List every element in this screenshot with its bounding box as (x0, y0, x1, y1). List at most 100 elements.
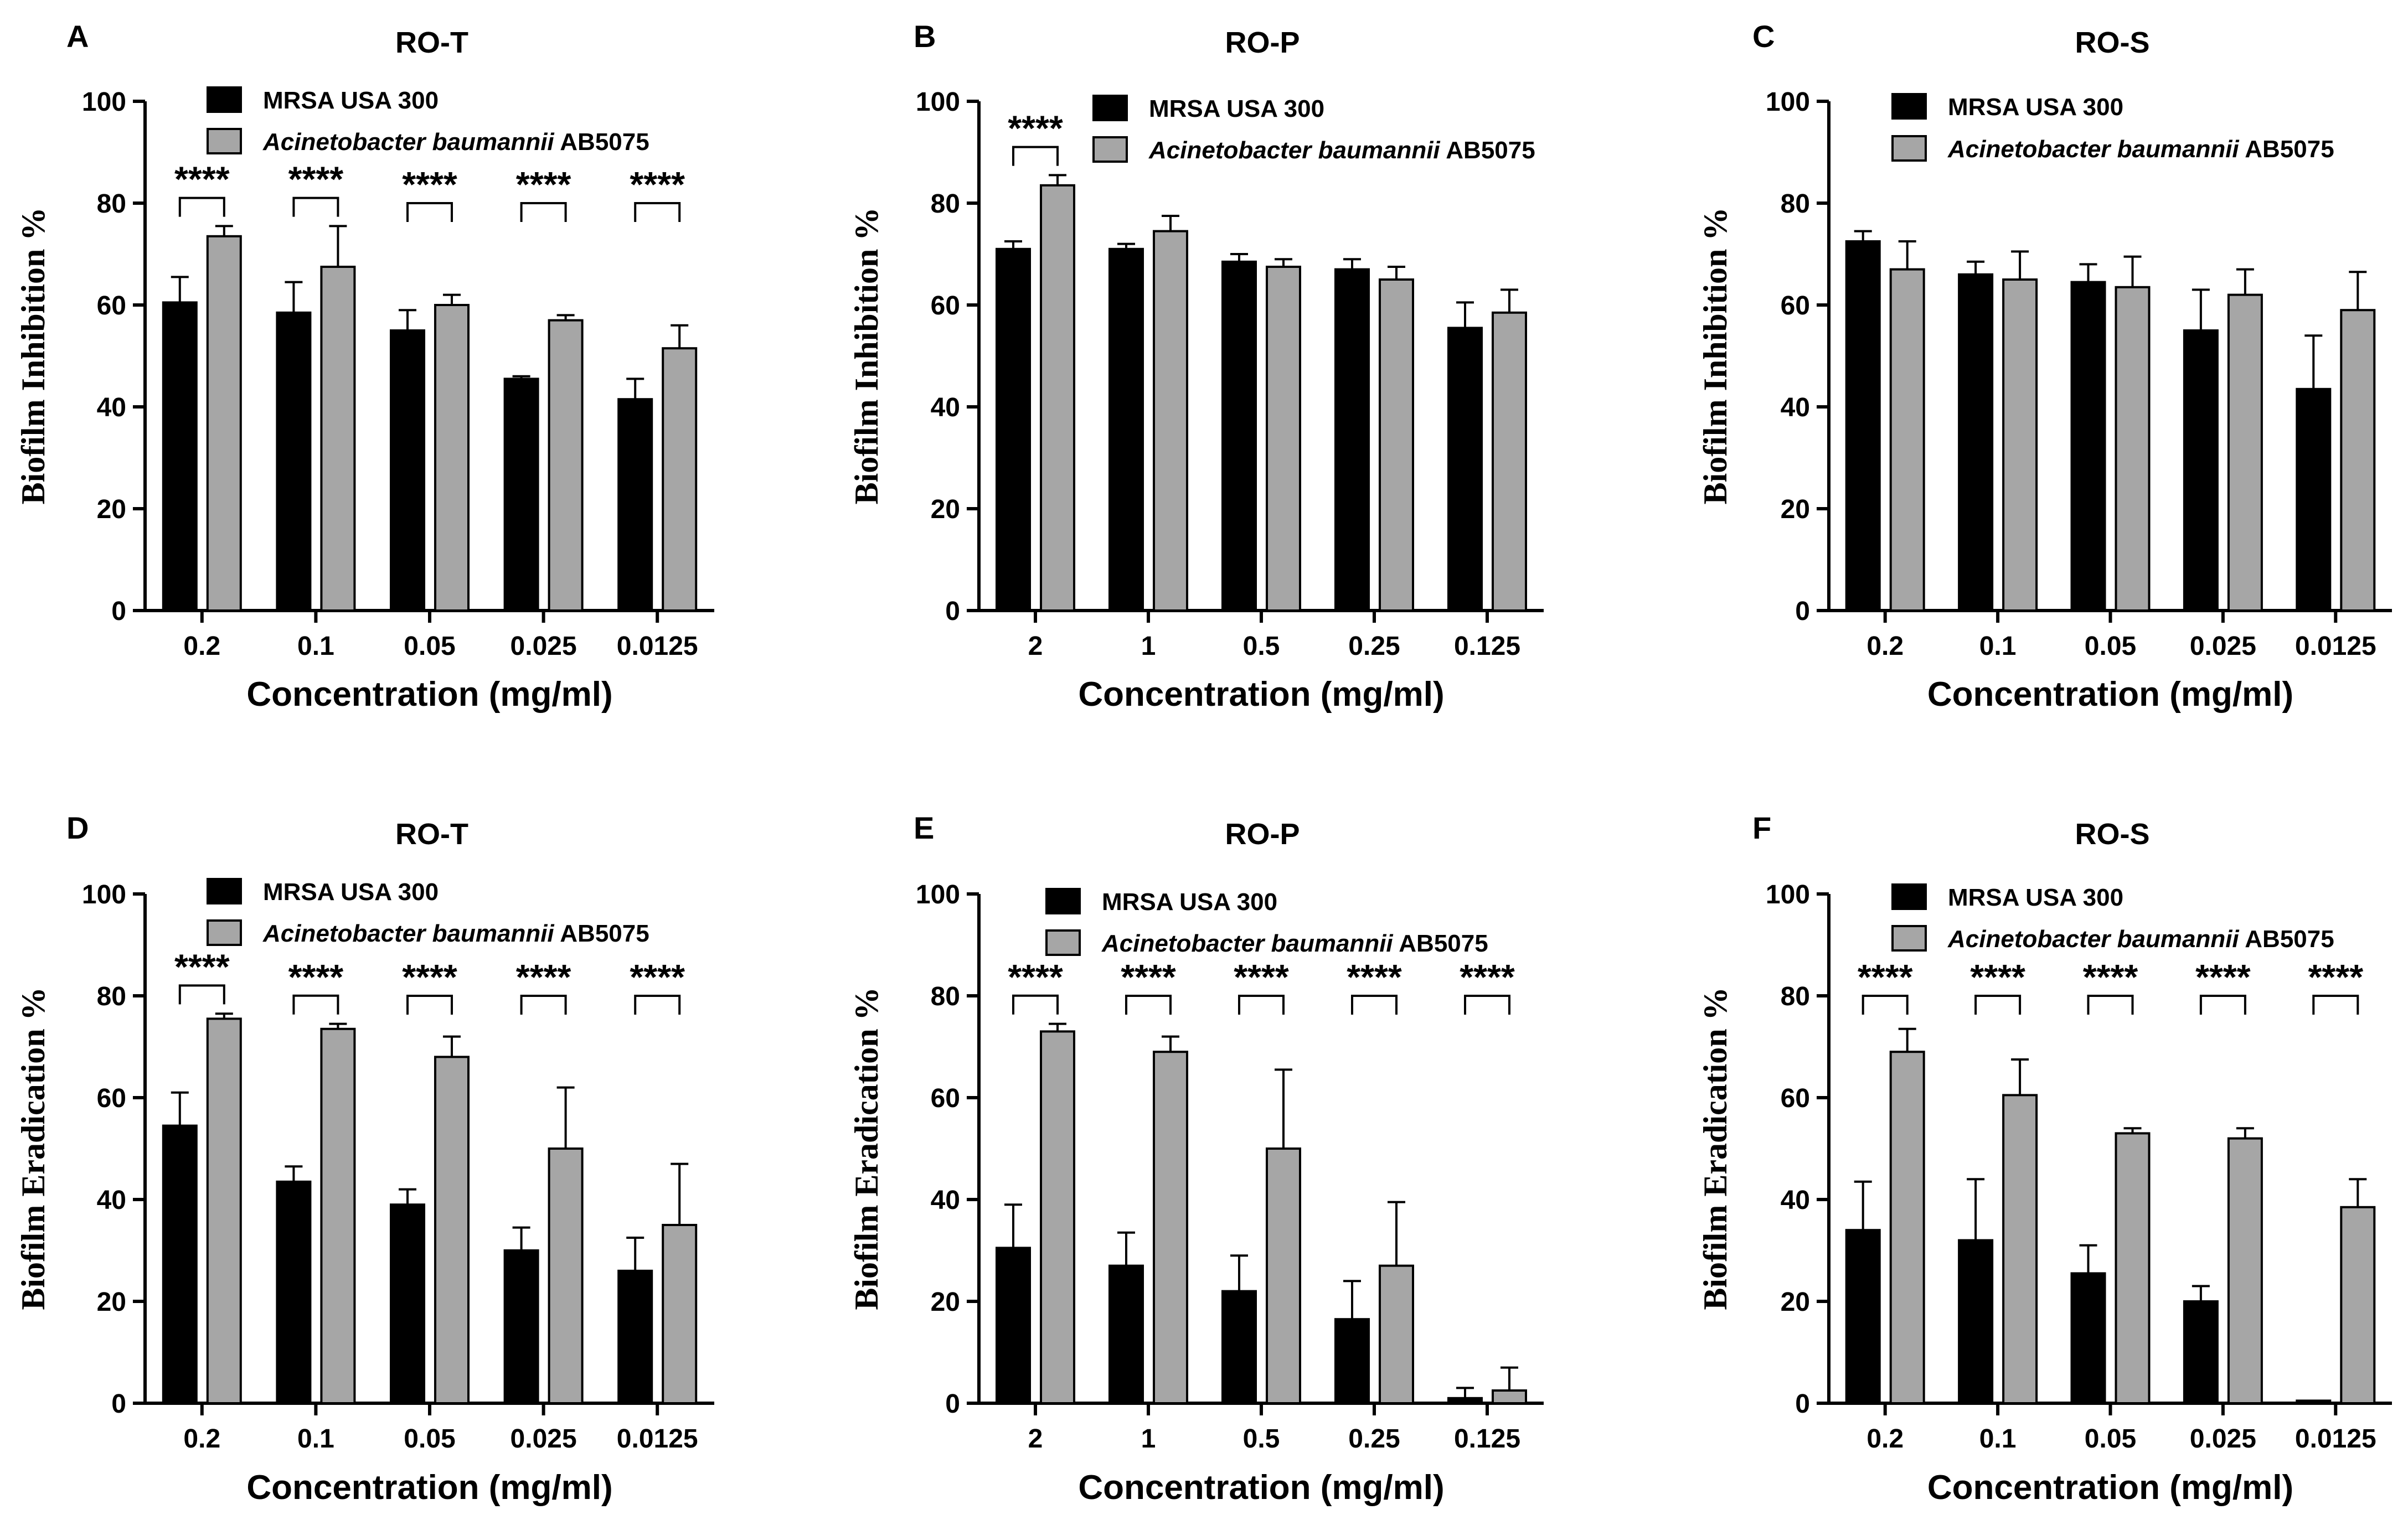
x-tick-label: 0.05 (404, 632, 455, 661)
bar-mrsa (1958, 1239, 1994, 1405)
chart-title: RO-S (2075, 818, 2150, 851)
bar-mrsa (276, 311, 312, 612)
bar-mrsa (1447, 1397, 1483, 1405)
bar-mrsa (996, 247, 1031, 612)
bar-acinetobacter (206, 1017, 242, 1404)
bar-mrsa (2183, 1300, 2219, 1404)
legend-swatch-acinetobacter (207, 919, 242, 946)
chart-panel-d: D RO-T 0 20 40 60 80 100 0.2 **** 0.1 **** 0.05 **** 0… (15, 810, 714, 1507)
significance-bracket (520, 202, 567, 222)
x-axis-label: Concentration (mg/ml) (1078, 1469, 1444, 1507)
bar-acinetobacter (1040, 184, 1075, 612)
legend-label-italic: Acinetobacter baumannii (1101, 930, 1393, 957)
y-tick-label: 100 (82, 87, 126, 117)
bar-mrsa (1108, 1264, 1144, 1405)
chart-title: RO-S (2075, 26, 2150, 59)
bar-mrsa (1221, 260, 1257, 612)
bar-acinetobacter (548, 319, 584, 612)
bar-mrsa (390, 329, 425, 612)
bar-mrsa (2183, 329, 2219, 612)
significance-bracket (406, 202, 453, 222)
significance-stars: **** (630, 957, 685, 997)
bar-mrsa (1334, 1318, 1370, 1404)
legend-label-italic: Acinetobacter baumannii (262, 920, 554, 947)
bar-mrsa (162, 1124, 198, 1404)
significance-bracket (178, 197, 225, 217)
bar-mrsa (1221, 1290, 1257, 1405)
bar-mrsa (276, 1180, 312, 1405)
y-tick-label: 100 (1766, 87, 1810, 117)
legend-swatch-mrsa (1092, 95, 1128, 121)
x-tick-label: 2 (1028, 632, 1043, 661)
legend-label-italic: Acinetobacter baumannii (1947, 136, 2239, 163)
legend-label-strain: AB5075 (2239, 926, 2334, 953)
bar-acinetobacter (1889, 268, 1925, 612)
y-tick-label: 20 (97, 495, 126, 524)
legend-swatch-mrsa (207, 86, 242, 113)
chart-panel-b: B RO-P 0 20 40 60 80 100 2 **** 1 0.5 0.25 0.125 Biofi… (848, 19, 1544, 714)
significance-stars: **** (630, 164, 685, 204)
significance-stars: **** (1008, 957, 1063, 997)
x-tick-label: 0.1 (297, 632, 334, 661)
legend-label-acinetobacter: Acinetobacter baumannii AB5075 (1947, 136, 2334, 163)
significance-stars: **** (1347, 957, 1402, 997)
legend-label-italic: Acinetobacter baumannii (262, 128, 554, 156)
legend-label-italic: Acinetobacter baumannii (1148, 137, 1440, 164)
bar-acinetobacter (1492, 311, 1527, 612)
x-tick-label: 0.2 (183, 1424, 220, 1454)
significance-bracket (2312, 995, 2359, 1015)
chart-title: RO-T (395, 26, 468, 59)
y-axis-label: Biofilm Eradication % (848, 987, 885, 1310)
y-tick-label: 20 (931, 495, 960, 524)
bar-acinetobacter (320, 266, 356, 612)
x-tick-label: 0.025 (511, 632, 577, 661)
bar-acinetobacter (1379, 278, 1414, 612)
panel-letter: F (1752, 810, 1771, 845)
y-tick-label: 0 (1795, 1389, 1810, 1419)
y-tick-label: 80 (931, 189, 960, 219)
legend-label-strain: AB5075 (2239, 136, 2334, 163)
significance-stars: **** (288, 957, 344, 997)
panel-letter: D (66, 810, 89, 845)
x-tick-label: 0.5 (1243, 632, 1280, 661)
y-tick-label: 60 (97, 291, 126, 320)
bar-mrsa (1108, 247, 1144, 612)
y-axis-label: Biofilm Eradication % (15, 987, 51, 1310)
x-axis-label: Concentration (mg/ml) (1927, 1469, 2293, 1507)
bar-acinetobacter (1153, 1051, 1188, 1404)
bar-acinetobacter (2227, 293, 2263, 612)
legend-label-mrsa: MRSA USA 300 (1948, 884, 2123, 911)
legend-label-acinetobacter: Acinetobacter baumannii AB5075 (1947, 926, 2334, 953)
significance-stars: **** (288, 159, 344, 199)
bar-mrsa (1845, 240, 1881, 612)
significance-stars: **** (2195, 957, 2251, 997)
y-tick-label: 100 (82, 880, 126, 909)
bar-acinetobacter (320, 1027, 356, 1405)
chart-panel-f: F RO-S 0 20 40 60 80 100 0.2 **** 0.1 **** 0.05 **** 0… (1697, 810, 2392, 1507)
significance-stars: **** (1970, 957, 2025, 997)
bar-mrsa (2296, 387, 2332, 612)
significance-bracket (1238, 995, 1285, 1015)
significance-stars: **** (1234, 957, 1289, 997)
significance-stars: **** (174, 159, 230, 199)
x-tick-label: 1 (1141, 632, 1156, 661)
chart-panel-a: A RO-T 0 20 40 60 80 100 0.2 **** 0.1 **** 0.05 **** 0… (15, 19, 714, 714)
significance-bracket (1125, 995, 1172, 1015)
legend-swatch-mrsa (1045, 888, 1081, 914)
legend-swatch-mrsa (1891, 883, 1927, 910)
bar-mrsa (2070, 281, 2106, 612)
significance-stars: **** (1121, 957, 1176, 997)
bar-mrsa (390, 1203, 425, 1404)
legend-label-strain: AB5075 (554, 128, 649, 156)
y-tick-label: 80 (931, 982, 960, 1011)
legend-label-mrsa: MRSA USA 300 (263, 878, 439, 906)
significance-bracket (1862, 995, 1909, 1015)
legend-label-acinetobacter: Acinetobacter baumannii AB5075 (262, 920, 649, 947)
panel-letter: E (914, 810, 934, 845)
x-tick-label: 0.2 (183, 632, 220, 661)
significance-bracket (1974, 995, 2022, 1015)
x-axis-label: Concentration (mg/ml) (1078, 675, 1444, 714)
x-tick-label: 0.05 (2085, 632, 2136, 661)
y-tick-label: 0 (111, 597, 126, 626)
y-tick-label: 40 (931, 1186, 960, 1215)
